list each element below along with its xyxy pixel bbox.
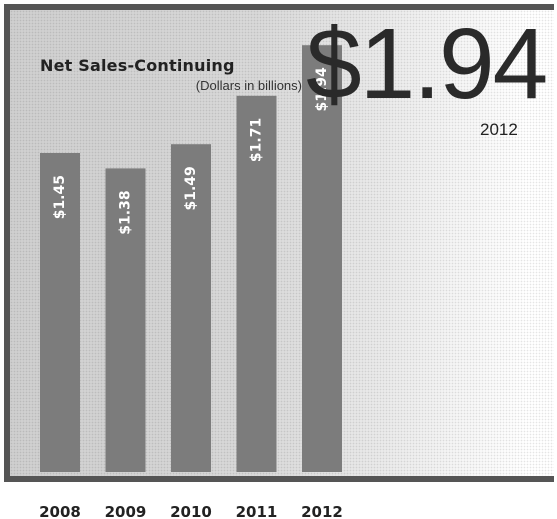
bar-2009	[105, 168, 146, 472]
highlight-year: 2012	[480, 120, 518, 139]
x-tick-label-2008: 2008	[39, 503, 81, 519]
bar-value-label-2010: $1.49	[183, 166, 199, 210]
chart-subtitle: (Dollars in billions)	[195, 78, 302, 93]
bar-2010	[171, 144, 211, 472]
x-tick-label-2010: 2010	[170, 503, 212, 519]
x-tick-label-2011: 2011	[236, 503, 278, 519]
bar-2011	[236, 95, 277, 473]
bar-value-label-2012: $1.94	[314, 67, 330, 112]
x-tick-label-2009: 2009	[105, 503, 147, 519]
bar-value-label-2011: $1.71	[249, 118, 265, 162]
chart-title: Net Sales-Continuing	[40, 56, 235, 75]
highlight-value: $1.94	[306, 8, 548, 120]
bar-value-label-2009: $1.38	[118, 190, 134, 234]
chart-panel	[4, 4, 554, 482]
bar-2008	[40, 153, 80, 472]
bar-2012	[302, 45, 342, 472]
bar-value-label-2008: $1.45	[52, 175, 68, 219]
x-tick-label-2012: 2012	[301, 503, 343, 519]
